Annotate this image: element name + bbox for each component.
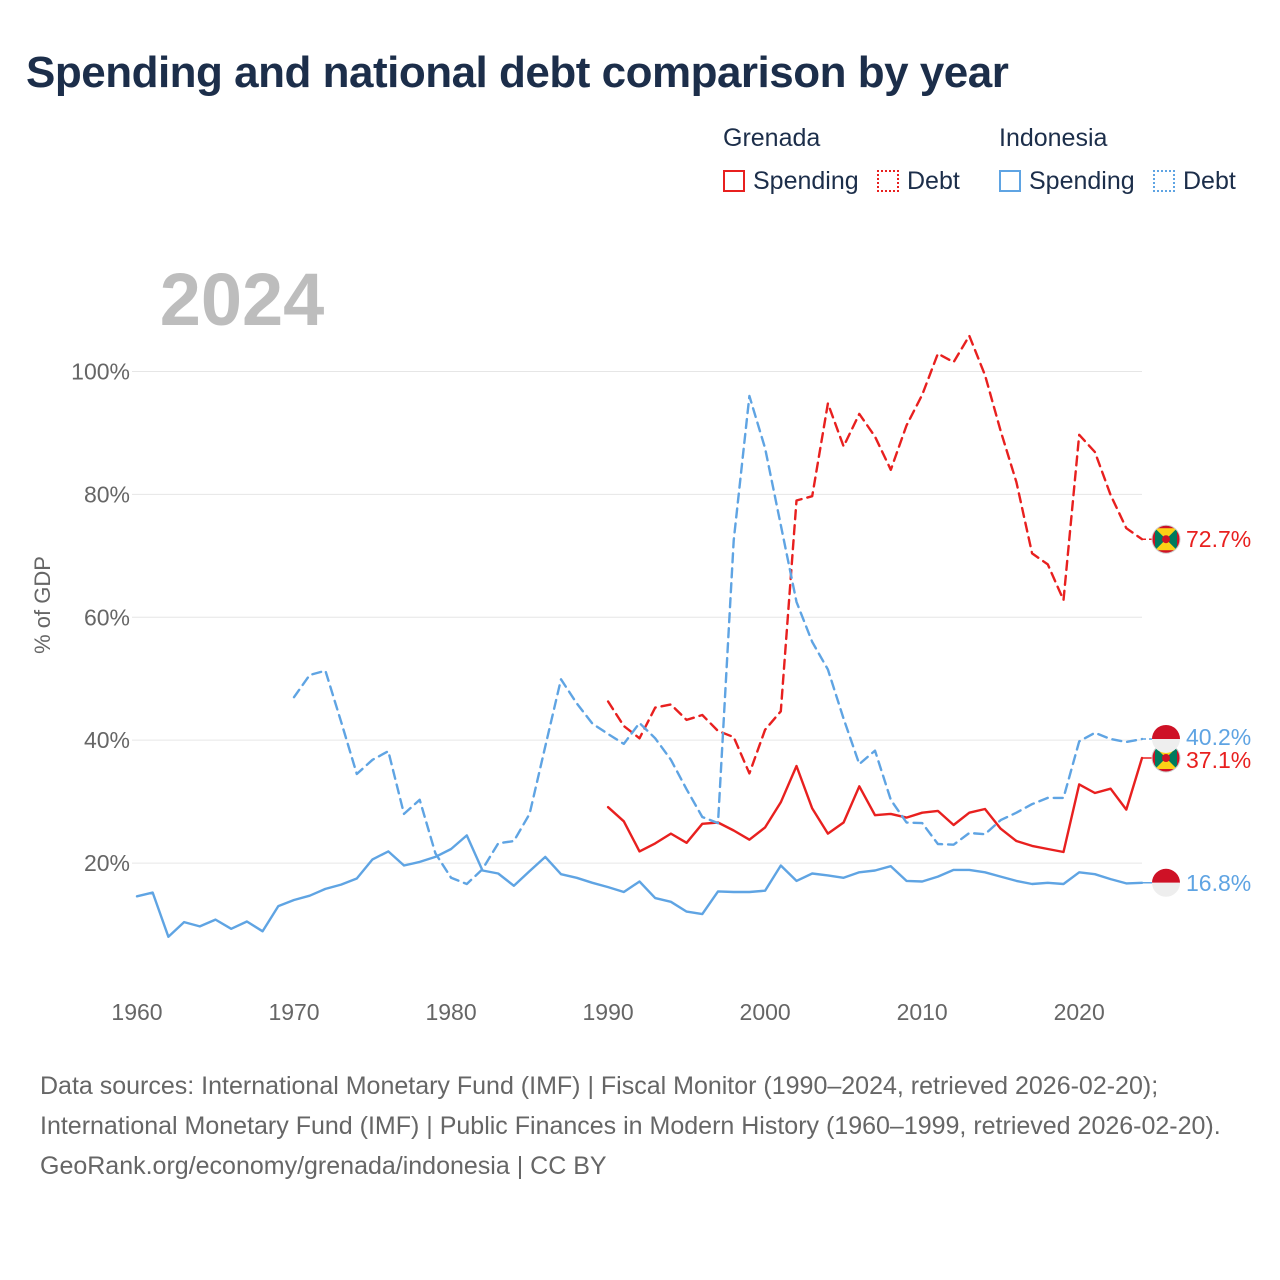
credit-link[interactable]: GeoRank.org/economy/grenada/indonesia | … [40, 1152, 607, 1180]
x-tick-label: 1960 [111, 999, 162, 1025]
legend-swatch-dotted [1153, 170, 1175, 192]
x-tick-label: 2010 [897, 999, 948, 1025]
legend-item-indonesia-spending[interactable]: Spending [999, 164, 1135, 198]
y-axis-label: % of GDP [30, 556, 55, 654]
x-tick-label: 2000 [740, 999, 791, 1025]
end-value-label: 72.7% [1186, 526, 1251, 552]
end-labels: 37.1% 72.7% 16.8% 40.2% [1142, 524, 1251, 897]
legend-label: Debt [907, 166, 960, 195]
legend-label: Spending [1029, 166, 1135, 195]
end-value-label: 37.1% [1186, 747, 1251, 773]
year-watermark: 2024 [160, 258, 325, 341]
series [135, 334, 1144, 938]
flag-triangle-right [1166, 528, 1177, 551]
flag-red-half [1152, 724, 1181, 739]
legend-item-grenada-debt[interactable]: Debt [877, 164, 960, 198]
end-value-label: 16.8% [1186, 870, 1251, 896]
grenada-spending-line [606, 756, 1144, 854]
x-tick-label: 2020 [1054, 999, 1105, 1025]
flag-center-disc [1162, 535, 1170, 544]
end-value-label: 40.2% [1186, 724, 1251, 750]
x-axis: 1960 1970 1980 1990 2000 2010 2020 [111, 999, 1104, 1025]
y-tick-label: 40% [84, 727, 130, 753]
indonesia-spending-line [135, 834, 1144, 938]
grenada-flag-icon [1151, 743, 1181, 773]
y-tick-label: 60% [84, 604, 130, 630]
flag-triangle-right [1166, 747, 1177, 770]
flag-triangle-left [1155, 528, 1166, 551]
legend-swatch-solid [999, 170, 1021, 192]
legend-label: Debt [1183, 166, 1236, 195]
data-sources: Data sources: International Monetary Fun… [40, 1072, 1221, 1140]
line-chart: 2024 % of GDP 20%40%60%80%100% 1960 1970 1… [30, 258, 1251, 1025]
y-axis: 20% 40% 60% 80% 100% [71, 358, 130, 876]
legend-swatch-dotted [877, 170, 899, 192]
legend-item-grenada-spending[interactable]: Spending [723, 164, 859, 198]
legend-swatch-solid [723, 170, 745, 192]
grenada-debt-line [606, 334, 1144, 775]
x-tick-label: 1980 [425, 999, 476, 1025]
x-tick-label: 1990 [583, 999, 634, 1025]
indonesia-debt-line [292, 394, 1144, 886]
indonesia-flag-icon [1152, 724, 1181, 753]
flag-white-half [1152, 882, 1181, 897]
flag-center-disc [1162, 754, 1170, 763]
legend-item-indonesia-debt[interactable]: Debt [1153, 164, 1236, 198]
y-tick-label: 20% [84, 850, 130, 876]
legend-group-grenada: Grenada [723, 124, 821, 152]
flag-red-half [1152, 868, 1181, 883]
legend-label: Spending [753, 166, 859, 195]
grenada-flag-icon [1151, 524, 1181, 554]
y-tick-label: 100% [71, 358, 130, 384]
gridlines [132, 370, 1142, 864]
y-tick-label: 80% [84, 481, 130, 507]
flag-white-half [1152, 738, 1181, 753]
flag-outline [1151, 524, 1181, 554]
legend-group-indonesia: Indonesia [999, 124, 1108, 152]
x-tick-label: 1970 [268, 999, 319, 1025]
footer: Data sources: International Monetary Fun… [40, 1066, 1240, 1186]
indonesia-flag-icon [1152, 868, 1181, 897]
chart-title: Spending and national debt comparison by… [26, 48, 1009, 97]
flag-body [1152, 744, 1180, 773]
flag-body [1152, 525, 1180, 554]
flag-triangle-left [1155, 747, 1166, 770]
